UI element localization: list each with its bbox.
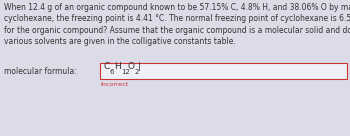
Text: Incorrect: Incorrect <box>101 82 129 87</box>
Text: 6: 6 <box>110 69 114 75</box>
Text: |: | <box>138 62 141 71</box>
Text: C: C <box>104 62 110 71</box>
Text: 2: 2 <box>134 69 139 75</box>
Text: O: O <box>128 62 135 71</box>
Text: H: H <box>114 62 121 71</box>
FancyBboxPatch shape <box>100 63 347 79</box>
Text: molecular formula:: molecular formula: <box>4 67 77 75</box>
Text: 12: 12 <box>121 69 130 75</box>
Text: When 12.4 g of an organic compound known to be 57.15% C, 4.8% H, and 38.06% O by: When 12.4 g of an organic compound known… <box>4 3 350 46</box>
